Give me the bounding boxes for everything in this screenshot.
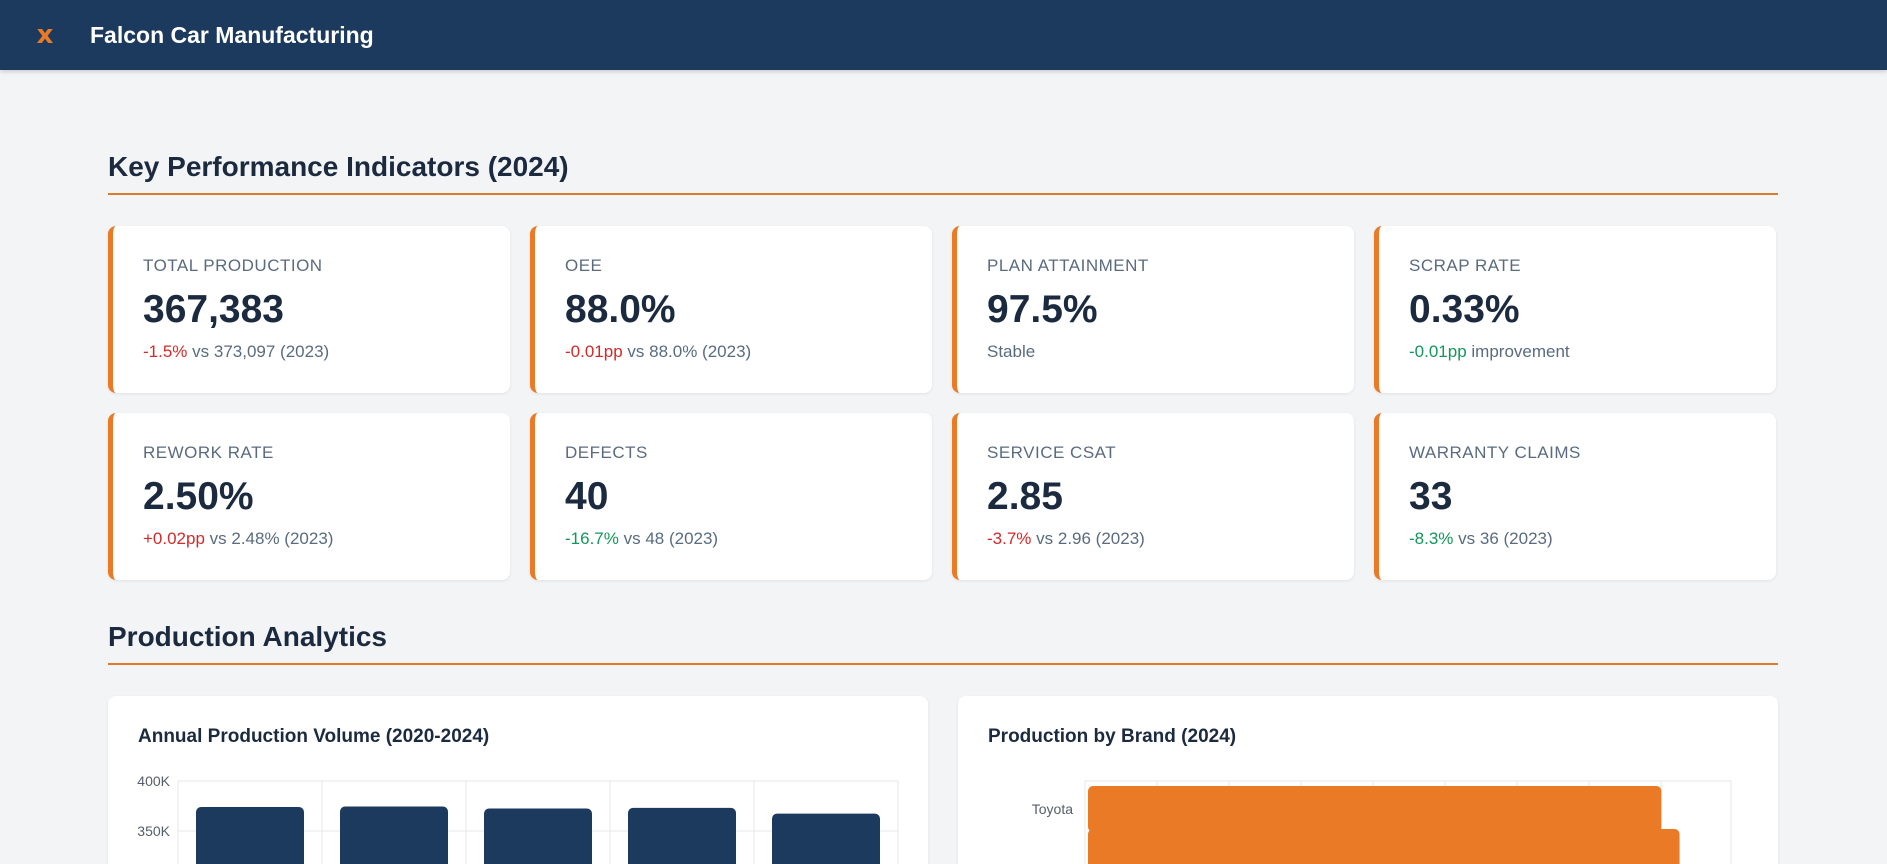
kpi-label: Service CSAT (987, 443, 1117, 462)
brand-label: Toyota (1032, 801, 1073, 817)
kpi-change: -3.7% vs 2.96 (2023) (987, 529, 1354, 549)
kpi-card-oee: OEE 88.0% -0.01pp vs 88.0% (2023) (530, 226, 932, 393)
kpi-label: Warranty Claims (1409, 443, 1581, 462)
kpi-value: 2.85 (987, 475, 1063, 518)
kpi-delta: -0.01pp (1409, 342, 1467, 361)
annual-production-chart-card: Annual Production Volume (2020-2024) 400… (108, 696, 928, 864)
kpi-value: 88.0% (565, 288, 676, 331)
kpi-card-scrap-rate: Scrap Rate 0.33% -0.01pp improvement (1374, 226, 1776, 393)
kpi-card-defects: Defects 40 -16.7% vs 48 (2023) (530, 413, 932, 580)
kpi-note: improvement (1466, 342, 1570, 361)
kpi-card-warranty-claims: Warranty Claims 33 -8.3% vs 36 (2023) (1374, 413, 1776, 580)
brand-production-chart: Toyota (1032, 780, 1732, 864)
kpi-change: -0.01pp improvement (1409, 342, 1776, 362)
kpi-delta: -8.3% (1409, 529, 1454, 548)
kpi-change: -8.3% vs 36 (2023) (1409, 529, 1776, 549)
kpi-delta: +0.02pp (143, 529, 205, 548)
kpi-value: 367,383 (143, 288, 284, 331)
kpi-grid: Total Production 367,383 -1.5% vs 373,097 … (108, 226, 1778, 580)
kpi-value: 0.33% (1409, 288, 1520, 331)
kpi-change: -1.5% vs 373,097 (2023) (143, 342, 510, 362)
kpi-note: vs 36 (2023) (1453, 529, 1553, 548)
kpi-change: +0.02pp vs 2.48% (2023) (143, 529, 510, 549)
bar-2022[interactable] (484, 808, 592, 864)
kpi-card-plan-attainment: Plan Attainment 97.5% Stable (952, 226, 1354, 393)
kpi-label: Plan Attainment (987, 256, 1149, 275)
kpi-change: -16.7% vs 48 (2023) (565, 529, 932, 549)
kpi-label: OEE (565, 256, 603, 275)
kpi-card-rework-rate: Rework Rate 2.50% +0.02pp vs 2.48% (2023) (108, 413, 510, 580)
bar-brand-1[interactable] (1088, 829, 1680, 864)
kpi-note: vs 2.96 (2023) (1031, 529, 1145, 548)
kpi-change: -0.01pp vs 88.0% (2023) (565, 342, 932, 362)
bar-brand-0[interactable] (1088, 786, 1662, 832)
kpi-label: Total Production (143, 256, 323, 275)
kpi-note: vs 48 (2023) (618, 529, 719, 548)
kpi-delta: -0.01pp (565, 342, 623, 361)
kpi-value: 40 (565, 475, 609, 518)
kpi-note: Stable (987, 342, 1036, 361)
kpi-change: Stable (987, 342, 1354, 362)
bar-2020[interactable] (196, 807, 304, 864)
kpi-note: vs 373,097 (2023) (187, 342, 330, 361)
kpi-card-service-csat: Service CSAT 2.85 -3.7% vs 2.96 (2023) (952, 413, 1354, 580)
kpi-section-title: Key Performance Indicators (2024) (108, 151, 1778, 195)
kpi-label: Rework Rate (143, 443, 274, 462)
kpi-label: Scrap Rate (1409, 256, 1522, 275)
kpi-delta: -1.5% (143, 342, 188, 361)
bar-2021[interactable] (340, 806, 448, 864)
kpi-label: Defects (565, 443, 648, 462)
kpi-delta: -3.7% (987, 529, 1032, 548)
kpi-note: vs 88.0% (2023) (622, 342, 752, 361)
top-bar: x Falcon Car Manufacturing (0, 0, 1887, 70)
kpi-delta: -16.7% (565, 529, 619, 548)
kpi-value: 2.50% (143, 475, 254, 518)
y-tick-label: 350K (137, 823, 170, 839)
brand-production-chart-title: Production by Brand (2024) (988, 726, 1237, 747)
bar-2024[interactable] (772, 813, 880, 864)
annual-production-chart: 400K 350K (137, 773, 899, 864)
annual-production-chart-title: Annual Production Volume (2020-2024) (138, 726, 490, 747)
kpi-value: 33 (1409, 475, 1453, 518)
brand-production-chart-card: Production by Brand (2024) Toyota (958, 696, 1778, 864)
analytics-section-title: Production Analytics (108, 621, 1778, 665)
kpi-note: vs 2.48% (2023) (204, 529, 334, 548)
kpi-value: 97.5% (987, 288, 1098, 331)
app-title: Falcon Car Manufacturing (90, 21, 374, 48)
logo-icon[interactable]: x (36, 20, 54, 50)
bar-2023[interactable] (628, 807, 736, 864)
plot-frame (1084, 780, 1732, 864)
kpi-card-total-production: Total Production 367,383 -1.5% vs 373,097 … (108, 226, 510, 393)
y-tick-label: 400K (137, 773, 170, 789)
